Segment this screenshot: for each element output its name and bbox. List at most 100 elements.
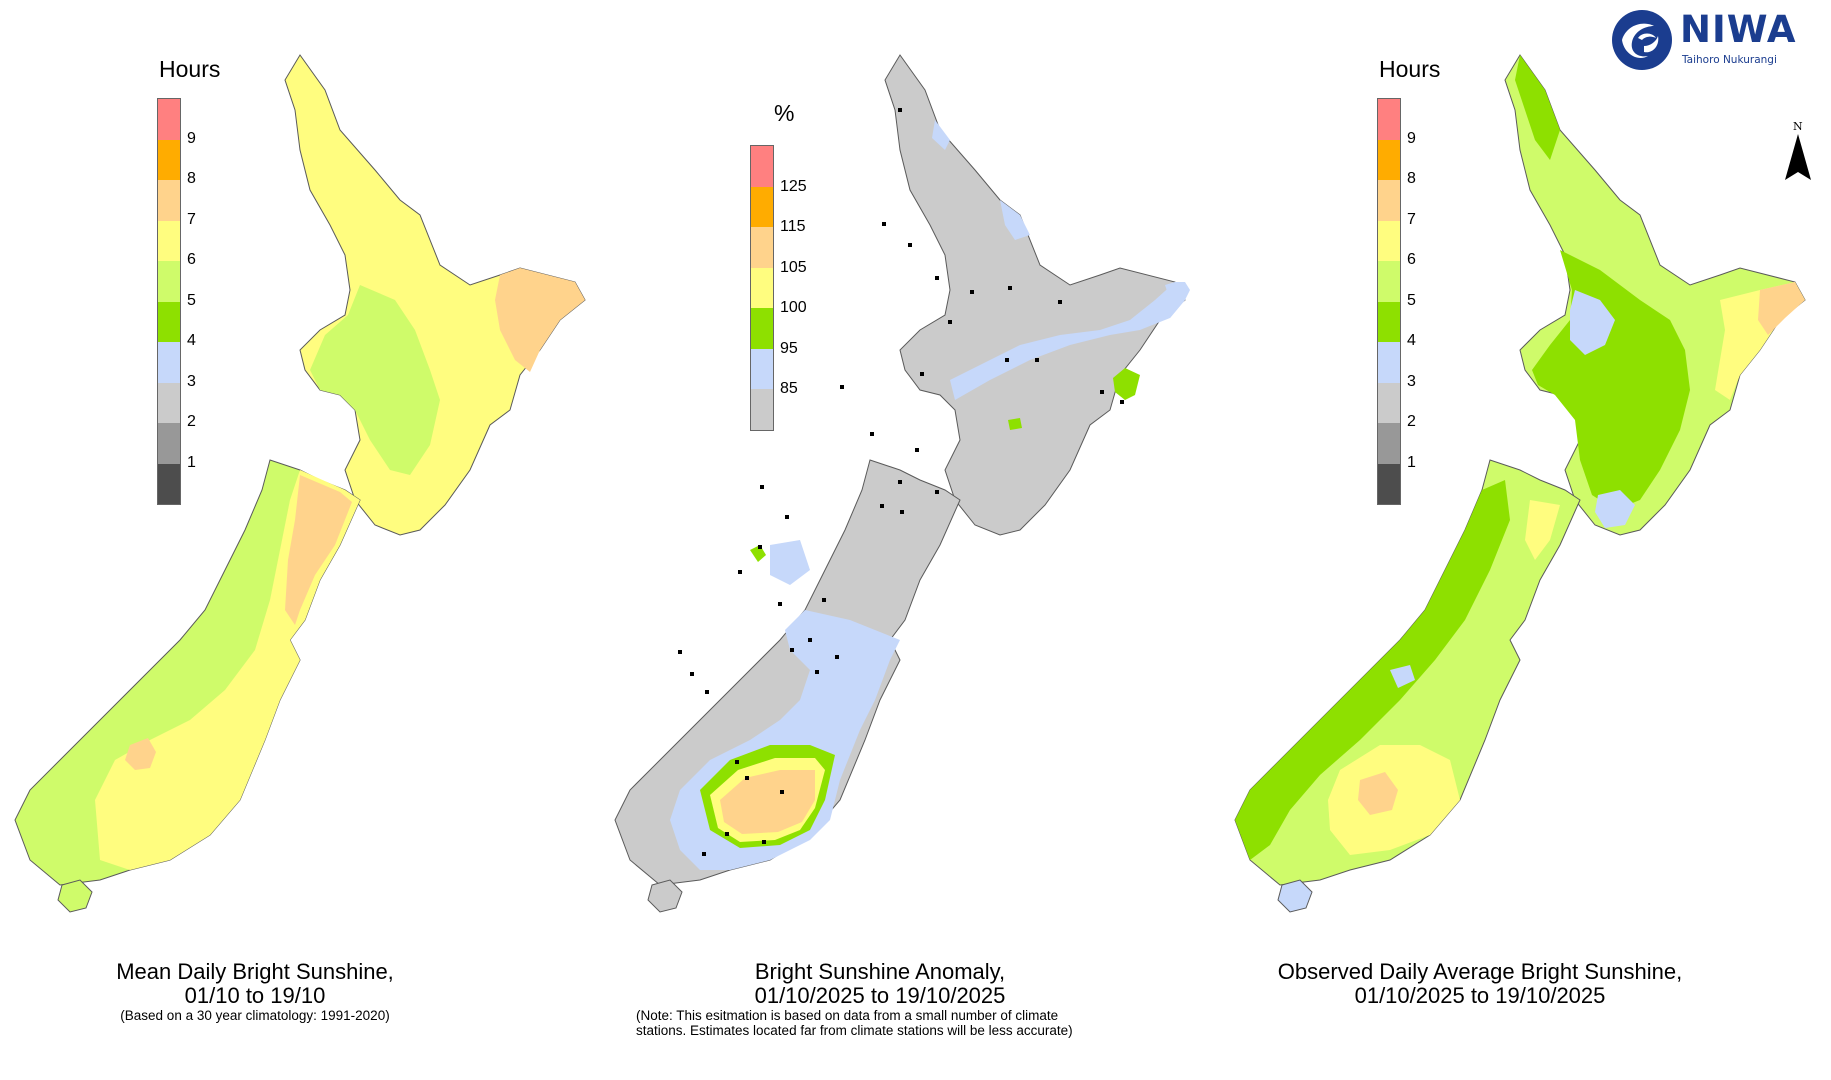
legend-swatch-7 xyxy=(158,220,180,261)
station-marker xyxy=(758,545,762,549)
north-arrow-label: N xyxy=(1793,120,1803,133)
legend-swatch-7 xyxy=(1378,220,1400,261)
si-blue-alps xyxy=(1390,665,1415,688)
legend-swatch-5 xyxy=(751,227,773,268)
station-marker xyxy=(808,638,812,642)
north-arrow-icon xyxy=(1785,134,1811,180)
logo-tagline: Taihoro Nukurangi xyxy=(1682,54,1777,66)
legend-swatch-2 xyxy=(751,348,773,389)
legend-swatch-1 xyxy=(158,463,180,504)
legend-swatch-10 xyxy=(158,99,180,140)
legend-swatch-4 xyxy=(751,267,773,308)
station-marker xyxy=(785,515,789,519)
ni-green-zone xyxy=(310,285,440,475)
legend-swatch-7 xyxy=(751,146,773,187)
si-orange-central xyxy=(125,738,156,770)
map-anomaly xyxy=(614,54,1190,913)
station-marker xyxy=(898,108,902,112)
ni-base xyxy=(884,54,1186,536)
north-island-mean xyxy=(284,54,586,536)
station-marker xyxy=(815,670,819,674)
ni-orange-east xyxy=(495,268,585,372)
station-marker xyxy=(835,655,839,659)
legend-swatch-3 xyxy=(1378,382,1400,423)
legend-swatch-3 xyxy=(751,308,773,349)
legend-tick: 2 xyxy=(1407,413,1416,430)
south-island-observed xyxy=(1234,459,1581,913)
legend-swatch-2 xyxy=(1378,423,1400,464)
si-orange-core xyxy=(720,770,815,834)
legend-tick: 7 xyxy=(187,211,196,228)
legend-swatch-5 xyxy=(1378,301,1400,342)
legend-tick: 125 xyxy=(780,178,807,195)
legend-tick: 85 xyxy=(780,380,798,397)
ni-green-north xyxy=(1515,55,1560,160)
legend-swatch-2 xyxy=(158,423,180,464)
legend-swatch-6 xyxy=(158,261,180,302)
caption-anomaly: Bright Sunshine Anomaly, 01/10/2025 to 1… xyxy=(620,960,1140,1039)
climate-stations xyxy=(678,108,1124,856)
station-marker xyxy=(745,776,749,780)
station-marker xyxy=(822,598,826,602)
legend-swatch-3 xyxy=(158,382,180,423)
station-marker xyxy=(1035,358,1039,362)
station-marker xyxy=(880,504,884,508)
station-marker xyxy=(908,243,912,247)
legend-tick: 5 xyxy=(187,292,196,309)
legend-tick: 1 xyxy=(187,454,196,471)
caption-title: Observed Daily Average Bright Sunshine, xyxy=(1277,959,1683,984)
station-marker xyxy=(1100,390,1104,394)
panel-observed: Hours 9 8 7 6 5 4 3 2 1 Observed Daily A… xyxy=(1220,0,1831,1080)
legend-swatch-4 xyxy=(158,342,180,383)
legend-tick: 3 xyxy=(1407,373,1416,390)
station-marker xyxy=(760,485,764,489)
caption-date: 01/10/2025 to 19/10/2025 xyxy=(754,983,1006,1008)
legend-tick: 4 xyxy=(1407,332,1416,349)
legend-swatch-8 xyxy=(158,180,180,221)
legend-swatch-9 xyxy=(1378,139,1400,180)
station-marker xyxy=(725,832,729,836)
station-marker xyxy=(790,648,794,652)
legend-swatch-4 xyxy=(1378,342,1400,383)
si-orange-central xyxy=(1358,772,1398,815)
panel-mean-sunshine: Hours 9 8 7 6 5 4 3 2 1 Mean Daily Brigh… xyxy=(0,0,610,1080)
caption-note-line1: (Note: This esitmation is based on data … xyxy=(636,1008,1059,1023)
station-marker xyxy=(1005,358,1009,362)
legend-color-bar xyxy=(157,98,181,505)
caption-note-line2: stations. Estimates located far from cli… xyxy=(636,1023,1073,1038)
station-marker xyxy=(1008,286,1012,290)
legend-tick: 1 xyxy=(1407,454,1416,471)
map-observed xyxy=(1234,54,1806,913)
station-marker xyxy=(948,320,952,324)
station-marker xyxy=(935,276,939,280)
niwa-logo: NIWA Taihoro Nukurangi xyxy=(1608,6,1818,72)
station-marker xyxy=(778,602,782,606)
legend-title: % xyxy=(774,100,795,126)
ni-blue-south xyxy=(1595,490,1635,528)
ni-blue-band xyxy=(950,282,1185,400)
legend-title: Hours xyxy=(159,56,221,82)
stewart-island xyxy=(57,879,93,913)
si-blue-north xyxy=(770,540,810,585)
logo-wordmark: NIWA xyxy=(1680,8,1797,51)
ni-orange-east xyxy=(1758,282,1805,335)
caption-note: (Based on a 30 year climatology: 1991-20… xyxy=(120,1008,390,1023)
station-marker xyxy=(900,510,904,514)
caption-date: 01/10 to 19/10 xyxy=(184,983,326,1008)
si-yellow-east xyxy=(1525,500,1560,560)
legend-tick: 100 xyxy=(780,299,807,316)
legend-swatch-9 xyxy=(158,139,180,180)
south-island-mean xyxy=(14,459,361,913)
stewart-island xyxy=(647,879,683,913)
station-marker xyxy=(898,480,902,484)
ni-blue-northtip xyxy=(932,120,950,150)
caption-mean: Mean Daily Bright Sunshine, 01/10 to 19/… xyxy=(100,960,410,1024)
north-arrow: N xyxy=(1783,120,1813,186)
station-marker xyxy=(690,672,694,676)
legend-title: Hours xyxy=(1379,56,1441,82)
legend-tick: 115 xyxy=(780,218,806,235)
station-marker xyxy=(840,385,844,389)
legend-swatch-10 xyxy=(1378,99,1400,140)
station-marker xyxy=(702,852,706,856)
station-marker xyxy=(935,490,939,494)
